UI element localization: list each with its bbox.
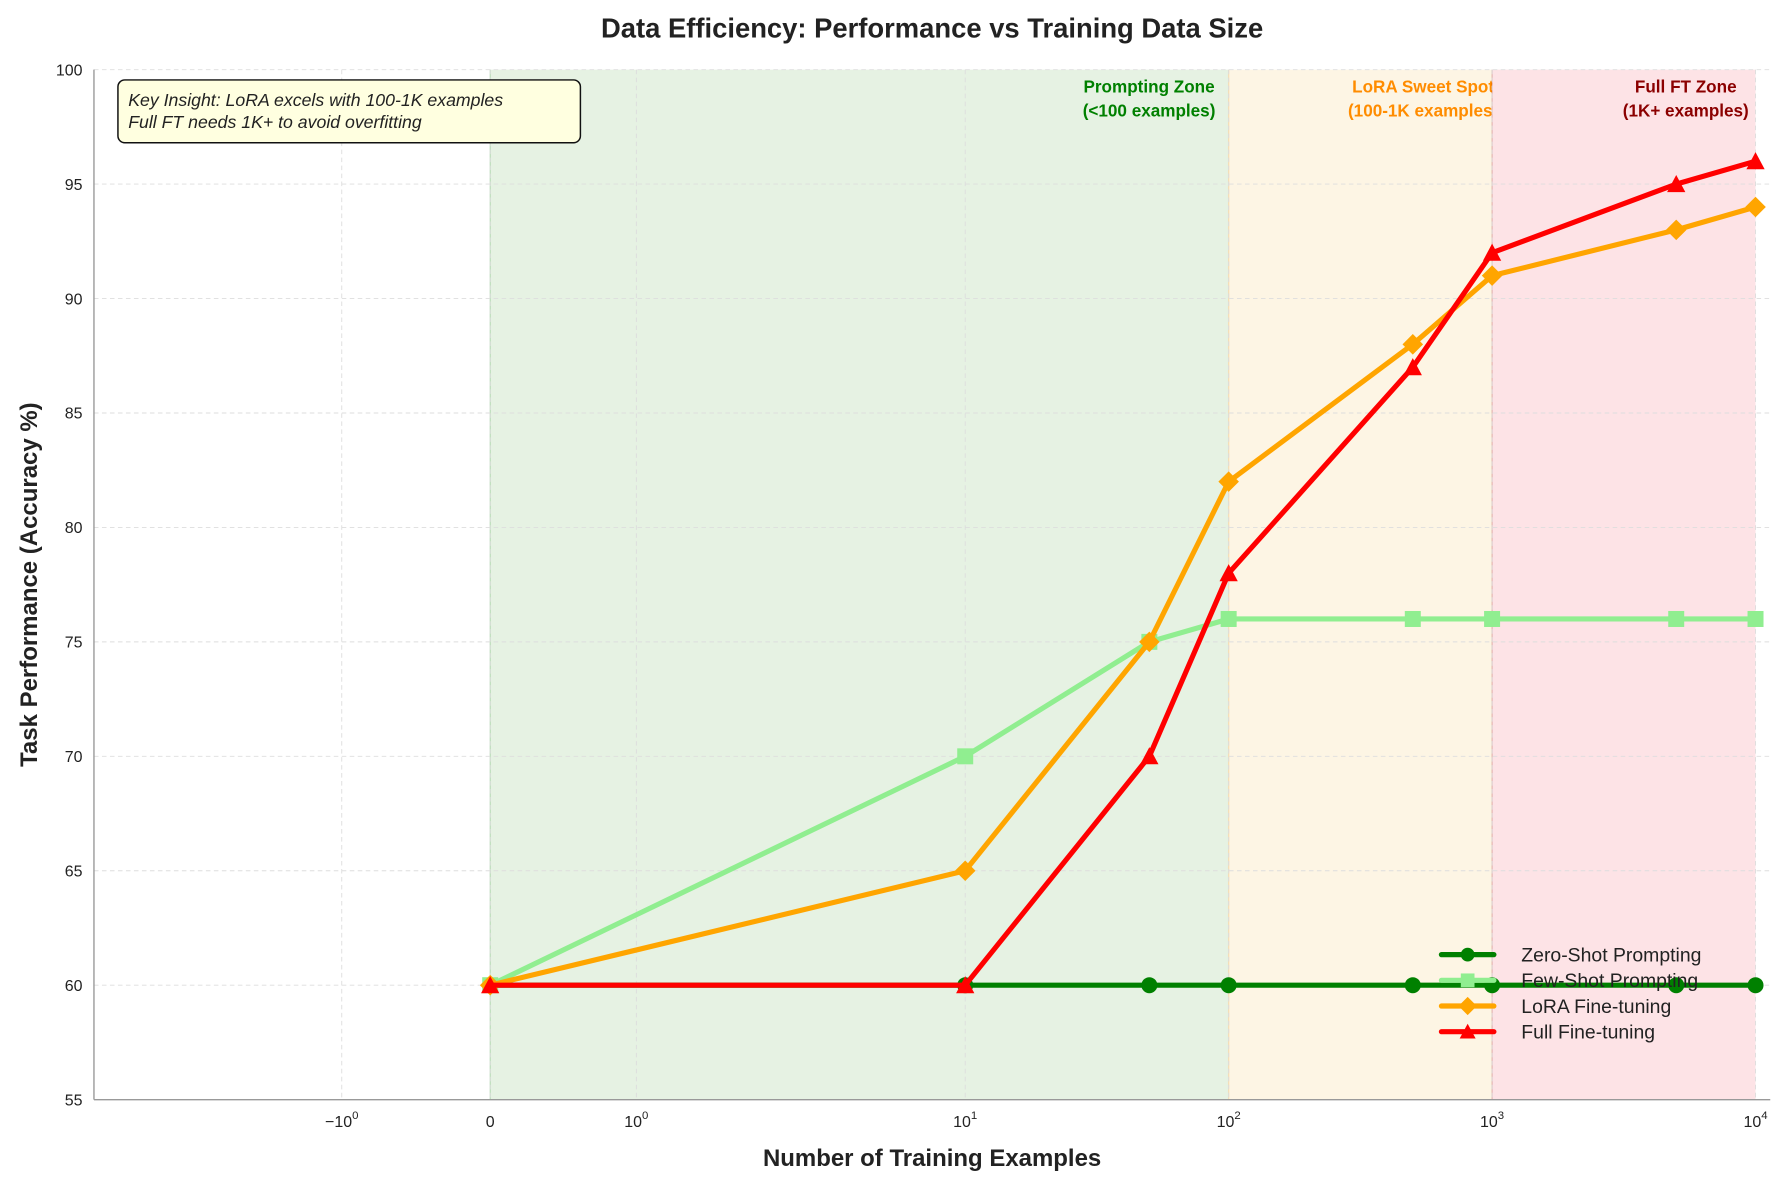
zone-label-title: LoRA Sweet Spot [1352,77,1494,96]
axes [93,69,1771,1101]
x-tick-label: 100 [624,1110,648,1131]
insight-annotation: Key Insight: LoRA excels with 100-1K exa… [117,79,582,144]
data-point [957,748,974,765]
data-point [1402,334,1424,355]
legend-label: LoRA Fine-tuning [1521,996,1671,1018]
data-point [1459,1023,1476,1039]
legend-item: Zero-Shot Prompting [1438,944,1701,966]
data-point [1481,265,1503,286]
legend-item: Full Fine-tuning [1438,1022,1655,1044]
zone-label-title: Full FT Zone [1635,77,1737,96]
y-tick-label: 70 [65,749,83,766]
data-point [1139,631,1160,653]
x-tick-label: 104 [1743,1110,1768,1131]
data-point [1482,243,1502,261]
data-point [1668,977,1685,994]
x-tick-label: 0 [486,1114,495,1131]
y-axis-label: Task Performance (Accuracy %) [16,402,43,767]
legend-label: Full Fine-tuning [1521,1022,1655,1044]
data-point [1746,152,1765,170]
data-point [1745,196,1766,218]
data-point [1220,977,1237,994]
x-tick-label: 102 [1217,1110,1241,1131]
data-point [1219,564,1238,582]
x-tick-label: 103 [1480,1110,1504,1131]
y-tick-label: 75 [65,635,83,652]
y-tick-label: 60 [65,978,83,995]
data-point [1668,610,1685,627]
zone-label-range: (1K+ examples) [1623,101,1749,120]
series-line [489,204,1757,988]
annotation-box [117,79,582,144]
data-point [1460,973,1475,988]
series-full-fine-tuning [481,152,1765,994]
data-point [1747,977,1764,994]
x-tick-label: 101 [953,1110,977,1131]
data-point [1140,747,1159,765]
data-point [481,976,500,994]
data-point [956,976,975,994]
y-tick-label: 55 [65,1092,83,1109]
y-tick-label: 100 [56,62,83,79]
series-line [489,616,1756,988]
y-tick-label: 95 [65,177,83,194]
zone-label-range: (100-1K examples) [1348,101,1498,120]
legend-label: Zero-Shot Prompting [1521,944,1701,966]
legend-item: Few-Shot Prompting [1438,970,1698,992]
legend-item: LoRA Fine-tuning [1438,996,1671,1018]
data-point [1220,610,1237,627]
data-point [1404,610,1421,627]
series-line [490,158,1757,988]
zone-label-range: (<100 examples) [1083,101,1216,120]
x-axis-label: Number of Training Examples [763,1145,1101,1172]
data-point [1218,471,1239,492]
legend-label: Few-Shot Prompting [1521,970,1698,992]
grid [93,69,1771,1101]
data-point [1141,977,1158,994]
zone-1 [1228,69,1493,1100]
data-point [1665,219,1687,241]
annotation-line-2: Full FT needs 1K+ to avoid overfitting [128,112,422,132]
y-tick-label: 80 [65,520,83,537]
data-point [1747,610,1764,627]
data-point [1484,610,1501,627]
annotation-line-1: Key Insight: LoRA excels with 100-1K exa… [128,90,503,110]
y-tick-label: 90 [65,291,83,308]
y-tick-label: 65 [65,863,83,880]
zone-label-title: Prompting Zone [1083,77,1214,96]
data-point [1667,174,1686,193]
chart-title: Data Efficiency: Performance vs Training… [601,13,1263,44]
data-point [1404,977,1421,994]
data-point [1403,358,1422,376]
y-tick-label: 85 [65,406,83,423]
zone-0 [490,69,1229,1100]
legend: Zero-Shot Prompting Few-Shot Prompting LoR… [1438,944,1701,1044]
x-tick-label: −100 [325,1110,358,1131]
data-point [1460,947,1475,962]
data-point [1458,996,1477,1016]
